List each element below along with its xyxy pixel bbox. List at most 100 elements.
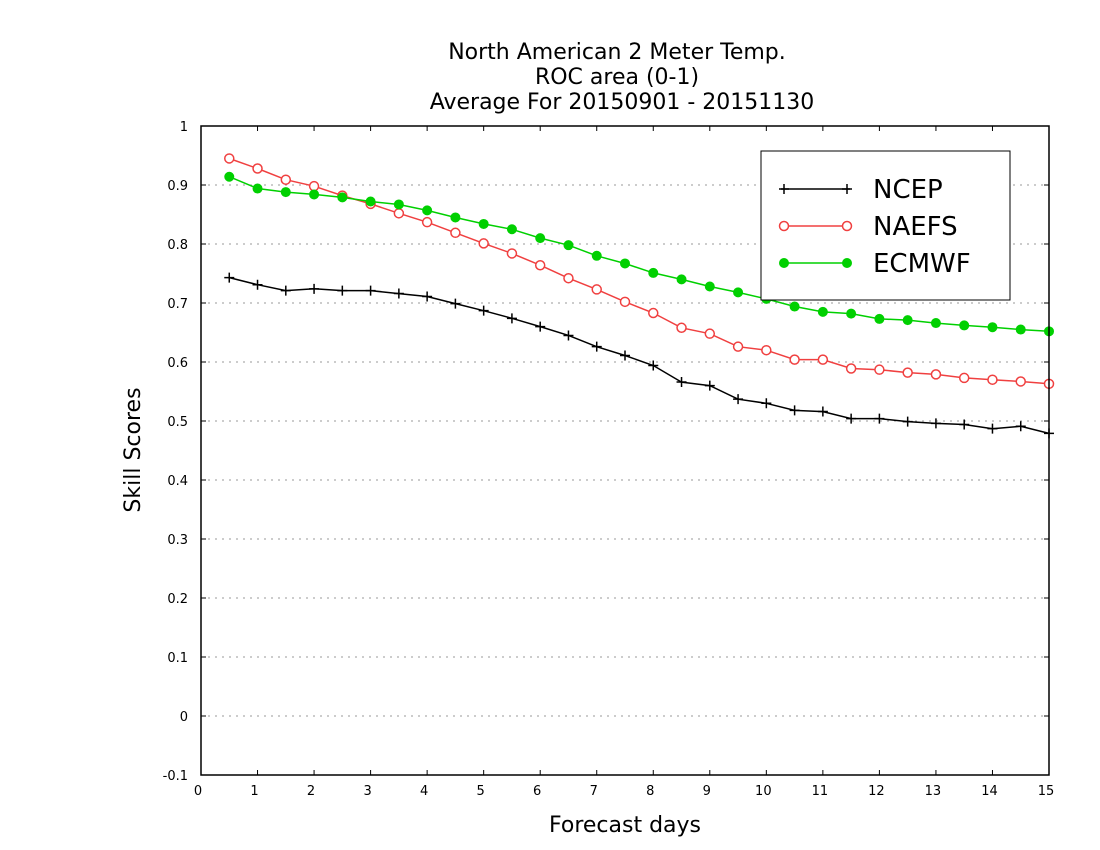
x-tick-label: 15	[1038, 784, 1055, 799]
data-point-naefs	[478, 238, 489, 249]
data-point-ncep	[959, 419, 970, 430]
y-tick-label: 0.5	[167, 415, 188, 430]
y-tick-label: 0	[180, 710, 188, 725]
y-tick-label: 0.4	[167, 474, 188, 489]
data-point-ecmwf	[846, 308, 857, 319]
data-point-naefs	[393, 208, 405, 219]
data-point-naefs	[817, 354, 829, 365]
legend-marker-naefs	[778, 220, 790, 232]
y-tick-label: 0.3	[167, 533, 188, 548]
series-ecmwf	[224, 171, 1054, 337]
data-point-naefs	[308, 180, 320, 192]
y-tick-label: 0.7	[167, 297, 188, 312]
legend-item-ecmwf: ECMWF	[779, 249, 971, 279]
data-point-naefs	[591, 284, 602, 295]
data-point-ecmwf	[535, 233, 546, 244]
data-point-ncep	[280, 285, 291, 296]
grid-lines	[201, 184, 1049, 717]
data-point-ecmwf	[1015, 324, 1026, 335]
data-point-naefs	[450, 227, 461, 239]
title-line-1: North American 2 Meter Temp.	[448, 40, 786, 65]
data-point-ncep	[930, 418, 941, 429]
data-point-naefs	[421, 216, 433, 228]
data-point-ncep	[365, 285, 376, 296]
legend-marker-ncep	[779, 184, 789, 194]
x-tick-label: 0	[194, 784, 202, 799]
legend-item-ncep: NCEP	[779, 175, 943, 205]
data-point-ncep	[393, 288, 404, 299]
axis-ticks: -0.100.10.20.30.40.50.60.70.80.910 1 2 3 4 5 6…	[163, 120, 1055, 799]
data-point-ecmwf	[733, 287, 744, 298]
data-point-ncep	[563, 330, 574, 341]
data-point-ncep	[337, 285, 348, 296]
data-point-naefs	[732, 341, 744, 352]
title-line-2: ROC area (0-1)	[535, 65, 699, 90]
legend-label-ecmwf: ECMWF	[873, 249, 971, 279]
data-point-ecmwf	[252, 183, 263, 194]
x-tick-label: 10	[755, 784, 772, 799]
data-point-ncep	[620, 350, 630, 361]
y-axis-label: Skill Scores	[121, 387, 146, 512]
data-point-naefs	[704, 328, 716, 339]
x-tick-label: 8	[646, 784, 654, 799]
data-point-naefs	[874, 364, 885, 375]
legend: NCEP NAEFS ECMWF	[760, 150, 1011, 301]
data-point-ncep	[478, 305, 489, 316]
series-ncep	[224, 272, 1054, 439]
data-point-ecmwf	[309, 189, 320, 200]
y-tick-label: 0.2	[167, 592, 188, 607]
data-point-naefs	[224, 153, 235, 164]
legend-marker-ecmwf	[842, 258, 852, 268]
data-point-ncep	[591, 341, 602, 352]
data-point-ecmwf	[789, 301, 800, 312]
data-point-naefs	[902, 367, 913, 378]
x-tick-label: 12	[868, 784, 885, 799]
data-point-ecmwf	[506, 224, 517, 235]
data-point-ecmwf	[422, 205, 433, 216]
x-tick-label: 2	[307, 784, 315, 799]
data-point-ncep	[987, 423, 998, 434]
data-point-ncep	[676, 377, 687, 388]
data-point-ncep	[1015, 421, 1026, 432]
legend-label-naefs: NAEFS	[873, 212, 958, 242]
data-point-ncep	[309, 283, 320, 294]
data-point-ncep	[224, 272, 235, 283]
data-point-ecmwf	[648, 267, 659, 278]
data-point-ncep	[704, 380, 715, 391]
x-tick-label: 1	[250, 784, 258, 799]
data-point-ncep	[761, 398, 772, 409]
data-point-naefs	[930, 369, 942, 380]
data-point-ecmwf	[817, 306, 828, 317]
data-point-ecmwf	[450, 212, 461, 223]
series-lines	[224, 153, 1055, 439]
y-tick-label: 0.1	[167, 651, 188, 666]
data-point-naefs	[534, 259, 546, 271]
data-point-naefs	[761, 344, 772, 356]
chart-title: North American 2 Meter Temp. ROC area (0…	[430, 40, 815, 115]
data-point-naefs	[958, 372, 970, 384]
data-point-ecmwf	[676, 274, 687, 285]
x-tick-label: 5	[477, 784, 485, 799]
data-point-ecmwf	[337, 192, 348, 203]
data-point-ncep	[846, 413, 857, 424]
data-point-naefs	[987, 374, 998, 385]
data-point-ncep	[422, 291, 433, 302]
legend-marker-ncep	[842, 184, 852, 194]
data-point-naefs	[1015, 376, 1026, 387]
x-tick-label: 6	[533, 784, 541, 799]
data-point-ncep	[874, 413, 885, 424]
data-point-naefs	[619, 296, 631, 308]
data-point-ncep	[648, 360, 659, 371]
data-point-ecmwf	[591, 250, 602, 261]
legend-label-ncep: NCEP	[873, 175, 943, 205]
data-point-ncep	[252, 279, 263, 290]
x-tick-label: 13	[925, 784, 942, 799]
data-point-naefs	[252, 163, 263, 174]
series-line-ncep	[229, 276, 1050, 435]
plot-frame	[200, 125, 1050, 776]
data-point-ncep	[902, 416, 913, 427]
data-point-ncep	[535, 321, 546, 332]
data-point-ecmwf	[478, 218, 489, 229]
x-tick-label: 9	[703, 784, 711, 799]
